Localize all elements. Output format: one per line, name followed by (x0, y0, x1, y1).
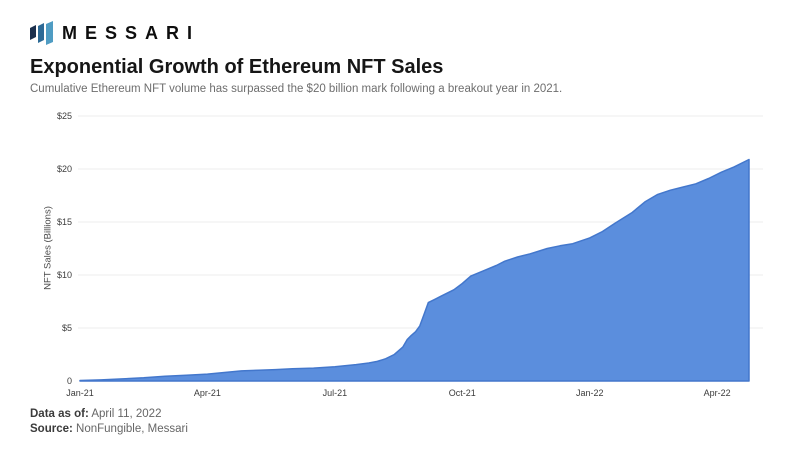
messari-logo-icon (30, 21, 53, 45)
y-tick-label: 0 (66, 376, 72, 386)
source-label: Source: (30, 423, 73, 435)
page-title: Exponential Growth of Ethereum NFT Sales (30, 56, 444, 78)
y-tick-label: $5 (61, 323, 72, 333)
chart-footnote: Data as of: April 11, 2022 Source: NonFu… (30, 407, 188, 437)
y-tick-label: $15 (56, 217, 72, 227)
page-subtitle: Cumulative Ethereum NFT volume has surpa… (30, 83, 563, 95)
y-tick-label: $10 (56, 270, 72, 280)
x-tick-label: Jul-21 (322, 388, 348, 398)
y-tick-label: $20 (56, 164, 72, 174)
data-as-of-value: April 11, 2022 (91, 408, 162, 420)
messari-logo: MESSARI (30, 20, 200, 46)
logo-bar-medium (38, 23, 44, 43)
nft-sales-area (79, 158, 750, 382)
brand-name: MESSARI (62, 22, 201, 43)
logo-bar-dark (30, 25, 36, 40)
y-tick-label: $25 (56, 111, 72, 121)
logo-bar-light (46, 21, 53, 45)
x-tick-label: Jan-21 (66, 388, 94, 398)
source-value: NonFungible, Messari (76, 423, 188, 435)
x-tick-label: Apr-21 (193, 388, 221, 398)
x-tick-label: Oct-21 (448, 388, 476, 398)
x-tick-label: Jan-22 (575, 388, 604, 398)
data-as-of-label: Data as of: (30, 408, 89, 420)
source-line: Source: NonFungible, Messari (30, 422, 188, 437)
data-as-of-line: Data as of: April 11, 2022 (30, 407, 188, 422)
x-tick-label: Apr-22 (703, 388, 731, 398)
